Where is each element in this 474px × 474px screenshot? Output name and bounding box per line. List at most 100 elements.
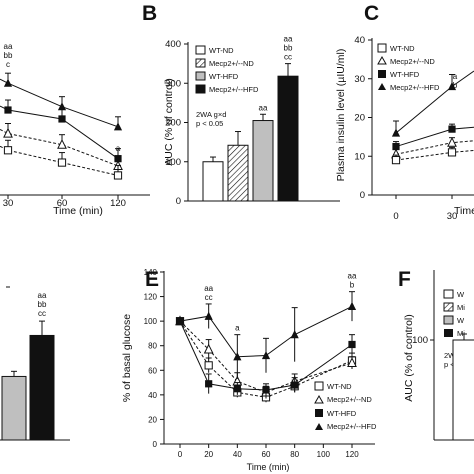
legend-label-wt-nd: WT-ND bbox=[390, 44, 415, 53]
panel-c-significance-label: a bbox=[453, 72, 458, 81]
panel-e-significance-label: aa bbox=[348, 272, 357, 281]
legend-label-mecp2-hfd: Mecp2+/--HFD bbox=[209, 85, 259, 94]
legend-swatch-wt-hfd bbox=[195, 71, 206, 81]
panel-c-y-title: Plasma insulin level (µIU/ml) bbox=[335, 49, 347, 182]
legend-label-mecp2-nd: Mecp2+/--ND bbox=[209, 59, 254, 68]
panel-c-series-line bbox=[395, 126, 474, 148]
panel-f-y-tick-label: 100 bbox=[412, 335, 428, 346]
legend-swatch-mecp2-nd bbox=[443, 302, 454, 312]
panel-d-significance-label: cc bbox=[38, 309, 46, 318]
panel-a-point bbox=[113, 171, 123, 180]
legend-marker-filled-square bbox=[315, 409, 323, 417]
panel-e-legend: WT-ND Mecp2+/--ND WT-HFD Mecp2+/--HFD bbox=[314, 381, 377, 431]
panel-b-stat-line-2: p < 0.05 bbox=[196, 119, 223, 128]
panel-b-bar bbox=[252, 120, 274, 202]
panel-b-significance-label: cc bbox=[284, 53, 292, 62]
panel-a-x-tick-label: 120 bbox=[110, 198, 126, 209]
panel-e-point bbox=[233, 352, 242, 361]
panel-e-x-tick-label: 20 bbox=[204, 450, 213, 459]
panel-e-series-line bbox=[179, 320, 353, 398]
panel-c-legend: WT-ND Mecp2+/--ND WT-HFD Mecp2+/--HFD bbox=[377, 43, 440, 92]
panel-e-point bbox=[205, 380, 213, 388]
panel-c-point bbox=[448, 125, 456, 133]
panel-f-legend: W Mi W Mi bbox=[443, 289, 465, 338]
legend-label-mecp2-nd: Mecp2+/--ND bbox=[390, 57, 435, 66]
panel-e-significance-label: b bbox=[350, 281, 355, 290]
panel-a-point bbox=[4, 106, 12, 114]
panel-e-point bbox=[347, 357, 357, 368]
legend-marker-open-triangle bbox=[314, 394, 324, 404]
panel-c-point bbox=[391, 156, 401, 165]
panel-e-x-tick-label: 120 bbox=[345, 450, 359, 459]
panel-b-bar bbox=[227, 144, 249, 202]
panel-e-x-tick-label: 0 bbox=[178, 450, 183, 459]
panel-a-point bbox=[58, 115, 66, 123]
panel-c-x-tick-label: 0 bbox=[393, 211, 398, 222]
panel-b-y-tick-label: 200 bbox=[165, 118, 181, 129]
panel-e-significance-label: cc bbox=[205, 293, 213, 302]
panel-e-x-tick-label: 40 bbox=[233, 450, 242, 459]
panel-b-y-tick-label: 400 bbox=[165, 39, 181, 50]
panel-c-y-tick-label: 40 bbox=[354, 35, 365, 46]
panel-c-series-line bbox=[395, 70, 474, 134]
panel-e-point bbox=[262, 386, 270, 394]
panel-c-point bbox=[447, 148, 457, 157]
panel-e-significance-label: aa bbox=[204, 284, 213, 293]
panel-a-point bbox=[3, 78, 13, 87]
panel-a-point bbox=[3, 146, 13, 155]
panel-e-series-line bbox=[179, 305, 353, 358]
panel-e-x-tick-label: 80 bbox=[290, 450, 299, 459]
panel-e-point bbox=[348, 340, 356, 349]
panel-b-significance-label: aa bbox=[259, 103, 268, 112]
panel-e-series-line bbox=[179, 320, 353, 391]
legend-label-wt-hfd: WT-HFD bbox=[327, 409, 357, 418]
panel-e-significance-label: a bbox=[235, 324, 240, 333]
legend-swatch-mecp2-nd bbox=[195, 58, 206, 68]
legend-label-wt-nd: WT-ND bbox=[209, 46, 234, 55]
panel-e-point bbox=[204, 361, 213, 370]
panel-e-y-tick-label: 0 bbox=[153, 440, 158, 449]
panel-e-x-title: Time (min) bbox=[247, 462, 290, 472]
legend-marker-filled-triangle bbox=[315, 423, 323, 430]
legend-label-2: Mi bbox=[457, 303, 465, 312]
legend-label-1: W bbox=[457, 290, 465, 299]
panel-a-series-line bbox=[0, 78, 119, 128]
legend-swatch-mecp2-hfd bbox=[444, 329, 453, 337]
panel-d-bar bbox=[1, 375, 27, 441]
panel-a-point bbox=[57, 138, 67, 149]
panel-c-point bbox=[391, 128, 401, 137]
panel-b-bar bbox=[202, 161, 224, 202]
panel-b-legend: WT-ND Mecp2+/--ND WT-HFD Mecp2+/--HFD bbox=[195, 45, 259, 94]
panel-c-letter: C bbox=[364, 2, 379, 25]
panel-a-point bbox=[57, 102, 67, 111]
legend-label-mecp2-nd: Mecp2+/--ND bbox=[327, 395, 372, 404]
legend-swatch-wt-nd bbox=[443, 289, 454, 299]
panel-a-significance-label: aa bbox=[4, 42, 13, 51]
panel-a-point bbox=[57, 158, 67, 167]
panel-b-y-tick-label: 300 bbox=[165, 78, 181, 89]
panel-c-point bbox=[447, 136, 457, 147]
panel-e-point bbox=[233, 385, 241, 393]
panel-b-stat-line-1: 2WA g×d bbox=[196, 110, 226, 119]
legend-swatch-wt-nd bbox=[195, 45, 206, 55]
legend-label-wt-hfd: WT-HFD bbox=[209, 72, 239, 81]
panel-e-y-tick-label: 120 bbox=[144, 293, 158, 302]
panel-a-significance-label: a bbox=[116, 144, 121, 153]
panel-e-y-tick-label: 100 bbox=[144, 317, 158, 326]
legend-swatch-wt-hfd bbox=[443, 315, 454, 325]
panel-a-series-line bbox=[0, 129, 119, 167]
legend-marker-open-triangle bbox=[377, 55, 387, 65]
panel-d-significance-label: aa bbox=[38, 291, 47, 300]
panel-e-point bbox=[347, 301, 357, 310]
panel-e-point bbox=[291, 381, 299, 389]
panel-c-y-tick-label: 30 bbox=[354, 74, 365, 85]
legend-label-mecp2-hfd: Mecp2+/--HFD bbox=[390, 83, 440, 92]
panel-f-y-title: AUC (% of control) bbox=[403, 314, 415, 402]
legend-label-wt-hfd: WT-HFD bbox=[390, 70, 420, 79]
panel-c-point bbox=[392, 142, 400, 151]
panel-e-y-tick-label: 140 bbox=[144, 268, 158, 277]
panel-e-y-tick-label: 80 bbox=[148, 342, 157, 351]
panel-e-point bbox=[203, 343, 214, 354]
panel-a-point bbox=[3, 127, 13, 138]
